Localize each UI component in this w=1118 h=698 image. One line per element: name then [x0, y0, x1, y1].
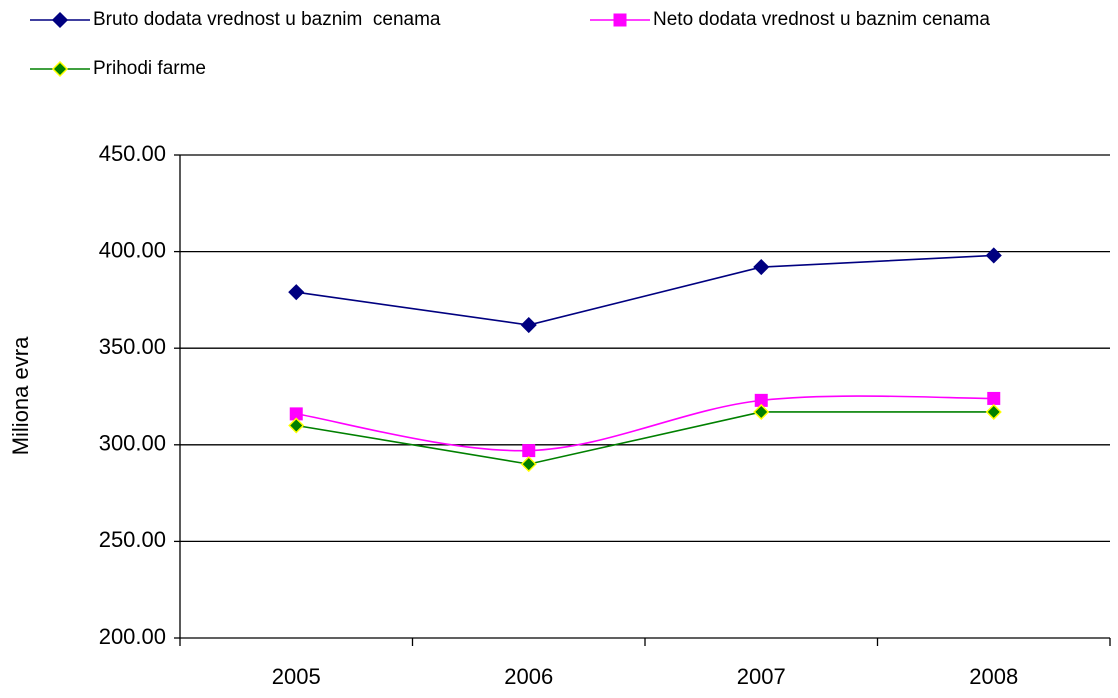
point: [288, 284, 305, 301]
series-line: [296, 395, 994, 452]
point: [985, 247, 1002, 264]
legend-label: Prihodi farme: [93, 58, 206, 79]
point: [753, 258, 770, 276]
point: [520, 456, 537, 473]
y-tick-label: 350.00: [99, 334, 166, 359]
x-tick-label: 2008: [969, 664, 1018, 689]
x-tick-label: 2006: [504, 664, 553, 689]
point: [520, 316, 537, 334]
legend-label: Neto dodata vrednost u baznim cenama: [653, 9, 990, 30]
series-line: [296, 411, 994, 465]
y-tick-label: 400.00: [99, 237, 166, 262]
legend-marker: [51, 60, 69, 78]
point: [753, 403, 770, 421]
y-tick-label: 200.00: [99, 624, 166, 649]
y-axis-label: Miliona evra: [8, 336, 33, 455]
series-line: [296, 254, 994, 326]
y-tick-label: 450.00: [99, 141, 166, 166]
legend-label: Bruto dodata vrednost u baznim cenama: [93, 9, 441, 30]
point: [987, 391, 1001, 405]
point: [985, 403, 1002, 421]
x-tick-label: 2007: [737, 664, 786, 689]
legend-marker: [51, 11, 69, 29]
x-tick-label: 2005: [272, 664, 321, 689]
y-tick-label: 300.00: [99, 431, 166, 456]
point: [522, 444, 536, 458]
point: [288, 417, 305, 434]
legend-marker: [613, 13, 627, 27]
y-tick-label: 250.00: [99, 527, 166, 552]
